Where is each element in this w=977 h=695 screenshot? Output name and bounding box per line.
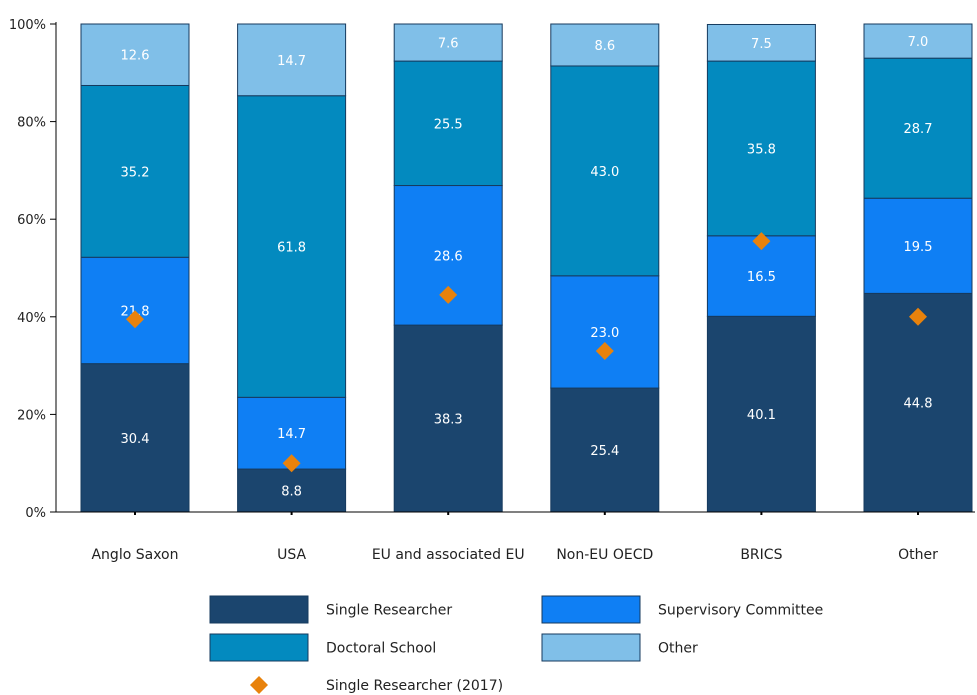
y-tick-label-40: 40% bbox=[17, 311, 46, 326]
data-label-doctoral-school-other: 28.7 bbox=[904, 122, 933, 137]
x-tick-label-eu-and-associated-eu: EU and associated EU bbox=[372, 547, 525, 563]
marker-single-researcher-2017-non-eu-oecd bbox=[595, 341, 614, 360]
bar-segment-single-researcher-eu-and-associated-eu bbox=[393, 324, 503, 513]
bar-segment-single-researcher-non-eu-oecd bbox=[550, 387, 660, 513]
y-tick-label-0: 0% bbox=[25, 506, 46, 521]
data-label-single-researcher-eu-and-associated-eu: 38.3 bbox=[434, 413, 463, 428]
bar-segment-other-other bbox=[863, 23, 973, 59]
data-label-single-researcher-non-eu-oecd: 25.4 bbox=[590, 444, 619, 459]
bar-segment-doctoral-school-anglo-saxon bbox=[80, 84, 190, 258]
marker-single-researcher-2017-usa bbox=[282, 454, 301, 473]
legend-label-supervisory-committee: Supervisory Committee bbox=[658, 603, 823, 619]
bars-layer: 30.421.835.212.68.814.761.814.738.328.62… bbox=[80, 23, 973, 513]
bar-segment-doctoral-school-other bbox=[863, 57, 973, 199]
y-tick-label-60: 60% bbox=[17, 213, 46, 228]
data-label-other-anglo-saxon: 12.6 bbox=[121, 49, 150, 64]
bar-segment-other-non-eu-oecd bbox=[550, 23, 660, 67]
data-label-single-researcher-usa: 8.8 bbox=[281, 485, 302, 500]
axes-layer: 0% 20% 40% 60% 80% 100% Anglo Saxon USA EU and a… bbox=[9, 18, 975, 563]
x-tick-label-other: Other bbox=[898, 547, 938, 563]
bar-segment-supervisory-committee-other bbox=[863, 197, 973, 294]
data-label-supervisory-committee-usa: 14.7 bbox=[277, 427, 306, 442]
bar-segment-other-usa bbox=[237, 23, 347, 97]
bar-segment-other-brics bbox=[706, 23, 816, 62]
markers-layer bbox=[126, 232, 927, 473]
data-label-doctoral-school-non-eu-oecd: 43.0 bbox=[590, 165, 619, 180]
legend-label-doctoral-school: Doctoral School bbox=[326, 641, 436, 657]
bar-segment-single-researcher-anglo-saxon bbox=[80, 363, 190, 513]
legend-label-other: Other bbox=[658, 641, 698, 657]
legend-swatch-doctoral-school bbox=[209, 633, 309, 662]
data-label-supervisory-committee-eu-and-associated-eu: 28.6 bbox=[434, 249, 463, 264]
marker-single-researcher-2017-other bbox=[909, 307, 927, 326]
data-label-doctoral-school-eu-and-associated-eu: 25.5 bbox=[434, 117, 463, 132]
data-label-supervisory-committee-other: 19.5 bbox=[904, 240, 933, 255]
data-label-other-usa: 14.7 bbox=[277, 54, 306, 69]
data-label-single-researcher-other: 44.8 bbox=[904, 397, 933, 412]
legend-marker-single-researcher-2017 bbox=[250, 676, 268, 694]
data-label-other-non-eu-oecd: 8.6 bbox=[594, 39, 615, 54]
y-tick-label-100: 100% bbox=[9, 18, 46, 33]
x-tick-label-non-eu-oecd: Non-EU OECD bbox=[556, 547, 653, 563]
bar-segment-doctoral-school-non-eu-oecd bbox=[550, 65, 660, 277]
data-label-other-eu-and-associated-eu: 7.6 bbox=[438, 37, 459, 52]
bar-segment-other-anglo-saxon bbox=[80, 23, 190, 86]
y-tick-label-80: 80% bbox=[17, 116, 46, 131]
data-label-supervisory-committee-brics: 16.5 bbox=[747, 270, 776, 285]
bar-segment-single-researcher-other bbox=[863, 292, 973, 513]
bar-segment-supervisory-committee-non-eu-oecd bbox=[550, 275, 660, 389]
bar-segment-single-researcher-brics bbox=[706, 315, 816, 513]
bar-segment-doctoral-school-usa bbox=[237, 95, 347, 398]
bar-segment-other-eu-and-associated-eu bbox=[393, 23, 503, 62]
y-tick-label-20: 20% bbox=[17, 408, 46, 423]
x-tick-label-anglo-saxon: Anglo Saxon bbox=[91, 547, 178, 563]
data-label-other-other: 7.0 bbox=[908, 35, 929, 50]
bar-segment-doctoral-school-eu-and-associated-eu bbox=[393, 60, 503, 187]
data-label-doctoral-school-brics: 35.8 bbox=[747, 142, 776, 157]
data-label-single-researcher-anglo-saxon: 30.4 bbox=[121, 432, 150, 447]
data-label-supervisory-committee-non-eu-oecd: 23.0 bbox=[590, 326, 619, 341]
marker-single-researcher-2017-eu-and-associated-eu bbox=[439, 285, 458, 304]
data-label-doctoral-school-anglo-saxon: 35.2 bbox=[121, 165, 150, 180]
legend-swatch-single-researcher bbox=[209, 595, 309, 624]
x-tick-label-brics: BRICS bbox=[740, 547, 782, 563]
legend-label-single-researcher-2017: Single Researcher (2017) bbox=[326, 678, 503, 694]
legend-swatch-supervisory-committee bbox=[541, 595, 641, 624]
legend: Single Researcher Supervisory Committee Do… bbox=[209, 595, 823, 694]
data-label-doctoral-school-usa: 61.8 bbox=[277, 241, 306, 256]
x-tick-label-usa: USA bbox=[277, 547, 306, 563]
marker-single-researcher-2017-anglo-saxon bbox=[126, 310, 144, 329]
data-label-other-brics: 7.5 bbox=[751, 37, 772, 52]
data-label-single-researcher-brics: 40.1 bbox=[747, 408, 776, 423]
marker-single-researcher-2017-brics bbox=[752, 232, 771, 251]
legend-label-single-researcher: Single Researcher bbox=[326, 603, 452, 619]
legend-swatch-other bbox=[541, 633, 641, 662]
